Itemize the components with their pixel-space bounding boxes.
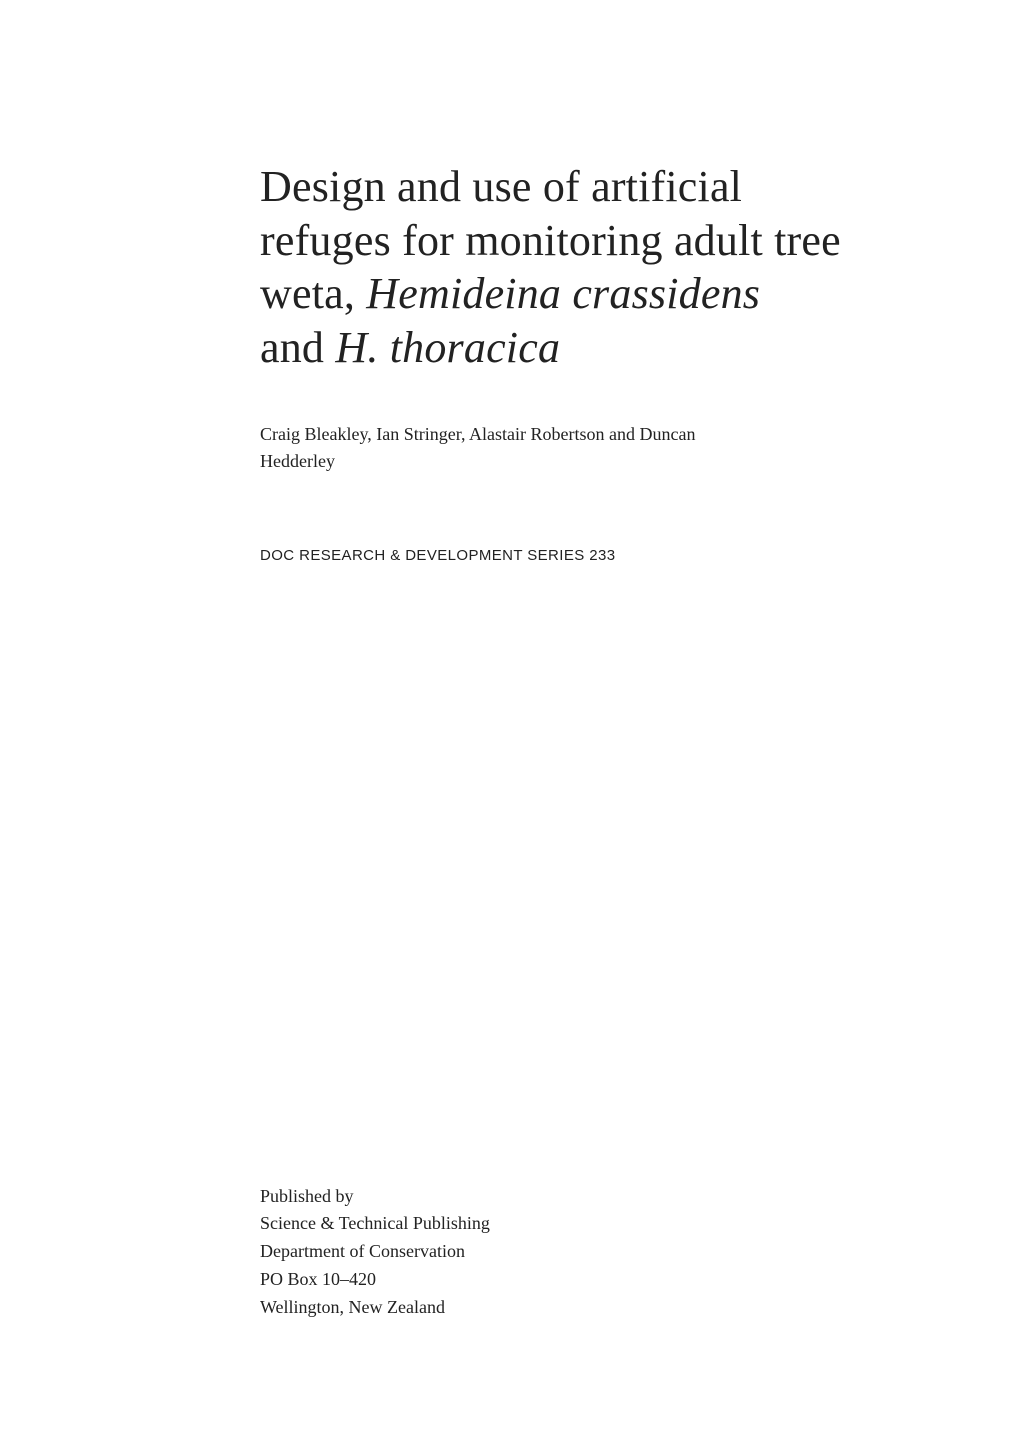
- authors-line-2: Hedderley: [260, 451, 335, 471]
- title-line-3a: weta,: [260, 269, 366, 318]
- publisher-block: Published by Science & Technical Publish…: [260, 1183, 490, 1322]
- publisher-line-2: Science & Technical Publishing: [260, 1210, 490, 1238]
- document-title: Design and use of artificial refuges for…: [260, 160, 910, 375]
- publisher-line-1: Published by: [260, 1183, 490, 1211]
- title-line-2: refuges for monitoring adult tree: [260, 216, 841, 265]
- publisher-line-4: PO Box 10–420: [260, 1266, 490, 1294]
- authors-line-1: Craig Bleakley, Ian Stringer, Alastair R…: [260, 424, 696, 444]
- authors: Craig Bleakley, Ian Stringer, Alastair R…: [260, 421, 900, 475]
- title-line-1: Design and use of artificial: [260, 162, 742, 211]
- publisher-line-5: Wellington, New Zealand: [260, 1294, 490, 1322]
- publisher-line-3: Department of Conservation: [260, 1238, 490, 1266]
- title-line-4a: and: [260, 323, 335, 372]
- page: Design and use of artificial refuges for…: [0, 0, 1020, 1442]
- series-label: DOC RESEARCH & DEVELOPMENT SERIES 233: [260, 547, 910, 564]
- title-species-1: Hemideina crassidens: [366, 269, 760, 318]
- title-species-2: H. thoracica: [335, 323, 560, 372]
